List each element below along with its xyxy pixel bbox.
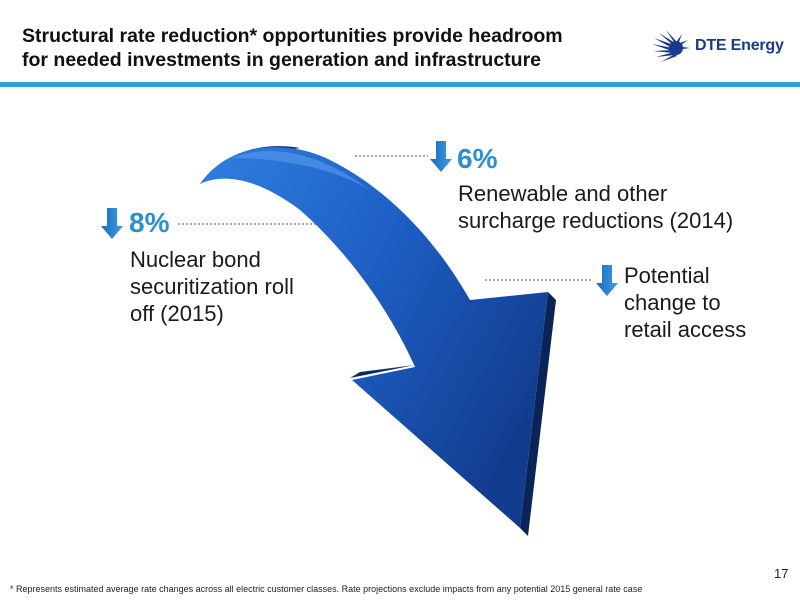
header-rule <box>0 82 800 87</box>
curved-arrow-head-side <box>520 292 556 536</box>
retail-label-line: change to <box>624 290 721 315</box>
down-arrow-icon <box>101 208 123 239</box>
dte-energy-logo: DTE Energy <box>652 28 797 68</box>
renewable-label-line: Renewable and other <box>458 181 668 206</box>
retail-label: Potential change to retail access <box>624 262 746 343</box>
renewable-percent: 6% <box>457 143 498 174</box>
curved-arrow <box>200 147 548 528</box>
nuclear-label-line: Nuclear bond <box>130 247 261 272</box>
footnote: * Represents estimated average rate chan… <box>10 584 643 594</box>
page-number: 17 <box>774 566 789 581</box>
down-arrow-icon <box>430 141 452 172</box>
slide-title-line-2: for needed investments in generation and… <box>22 49 542 71</box>
slide-title-line-1: Structural rate reduction* opportunities… <box>22 25 563 47</box>
logo-text: DTE Energy <box>695 37 784 54</box>
nuclear-percent: 8% <box>129 207 170 238</box>
renewable-label-line: surcharge reductions (2014) <box>458 208 734 233</box>
dte-sun-icon <box>652 30 690 62</box>
curved-arrow-side <box>350 365 415 378</box>
nuclear-label-line: securitization roll <box>130 274 294 299</box>
down-arrow-icon <box>596 265 618 296</box>
renewable-label: Renewable and other surcharge reductions… <box>458 180 733 234</box>
slide-title: Structural rate reduction* opportunities… <box>22 24 622 72</box>
nuclear-label: Nuclear bond securitization roll off (20… <box>130 246 294 327</box>
nuclear-label-line: off (2015) <box>130 301 224 326</box>
curved-arrow-highlight <box>232 151 370 190</box>
retail-label-line: retail access <box>624 317 747 342</box>
retail-label-line: Potential <box>624 263 710 288</box>
